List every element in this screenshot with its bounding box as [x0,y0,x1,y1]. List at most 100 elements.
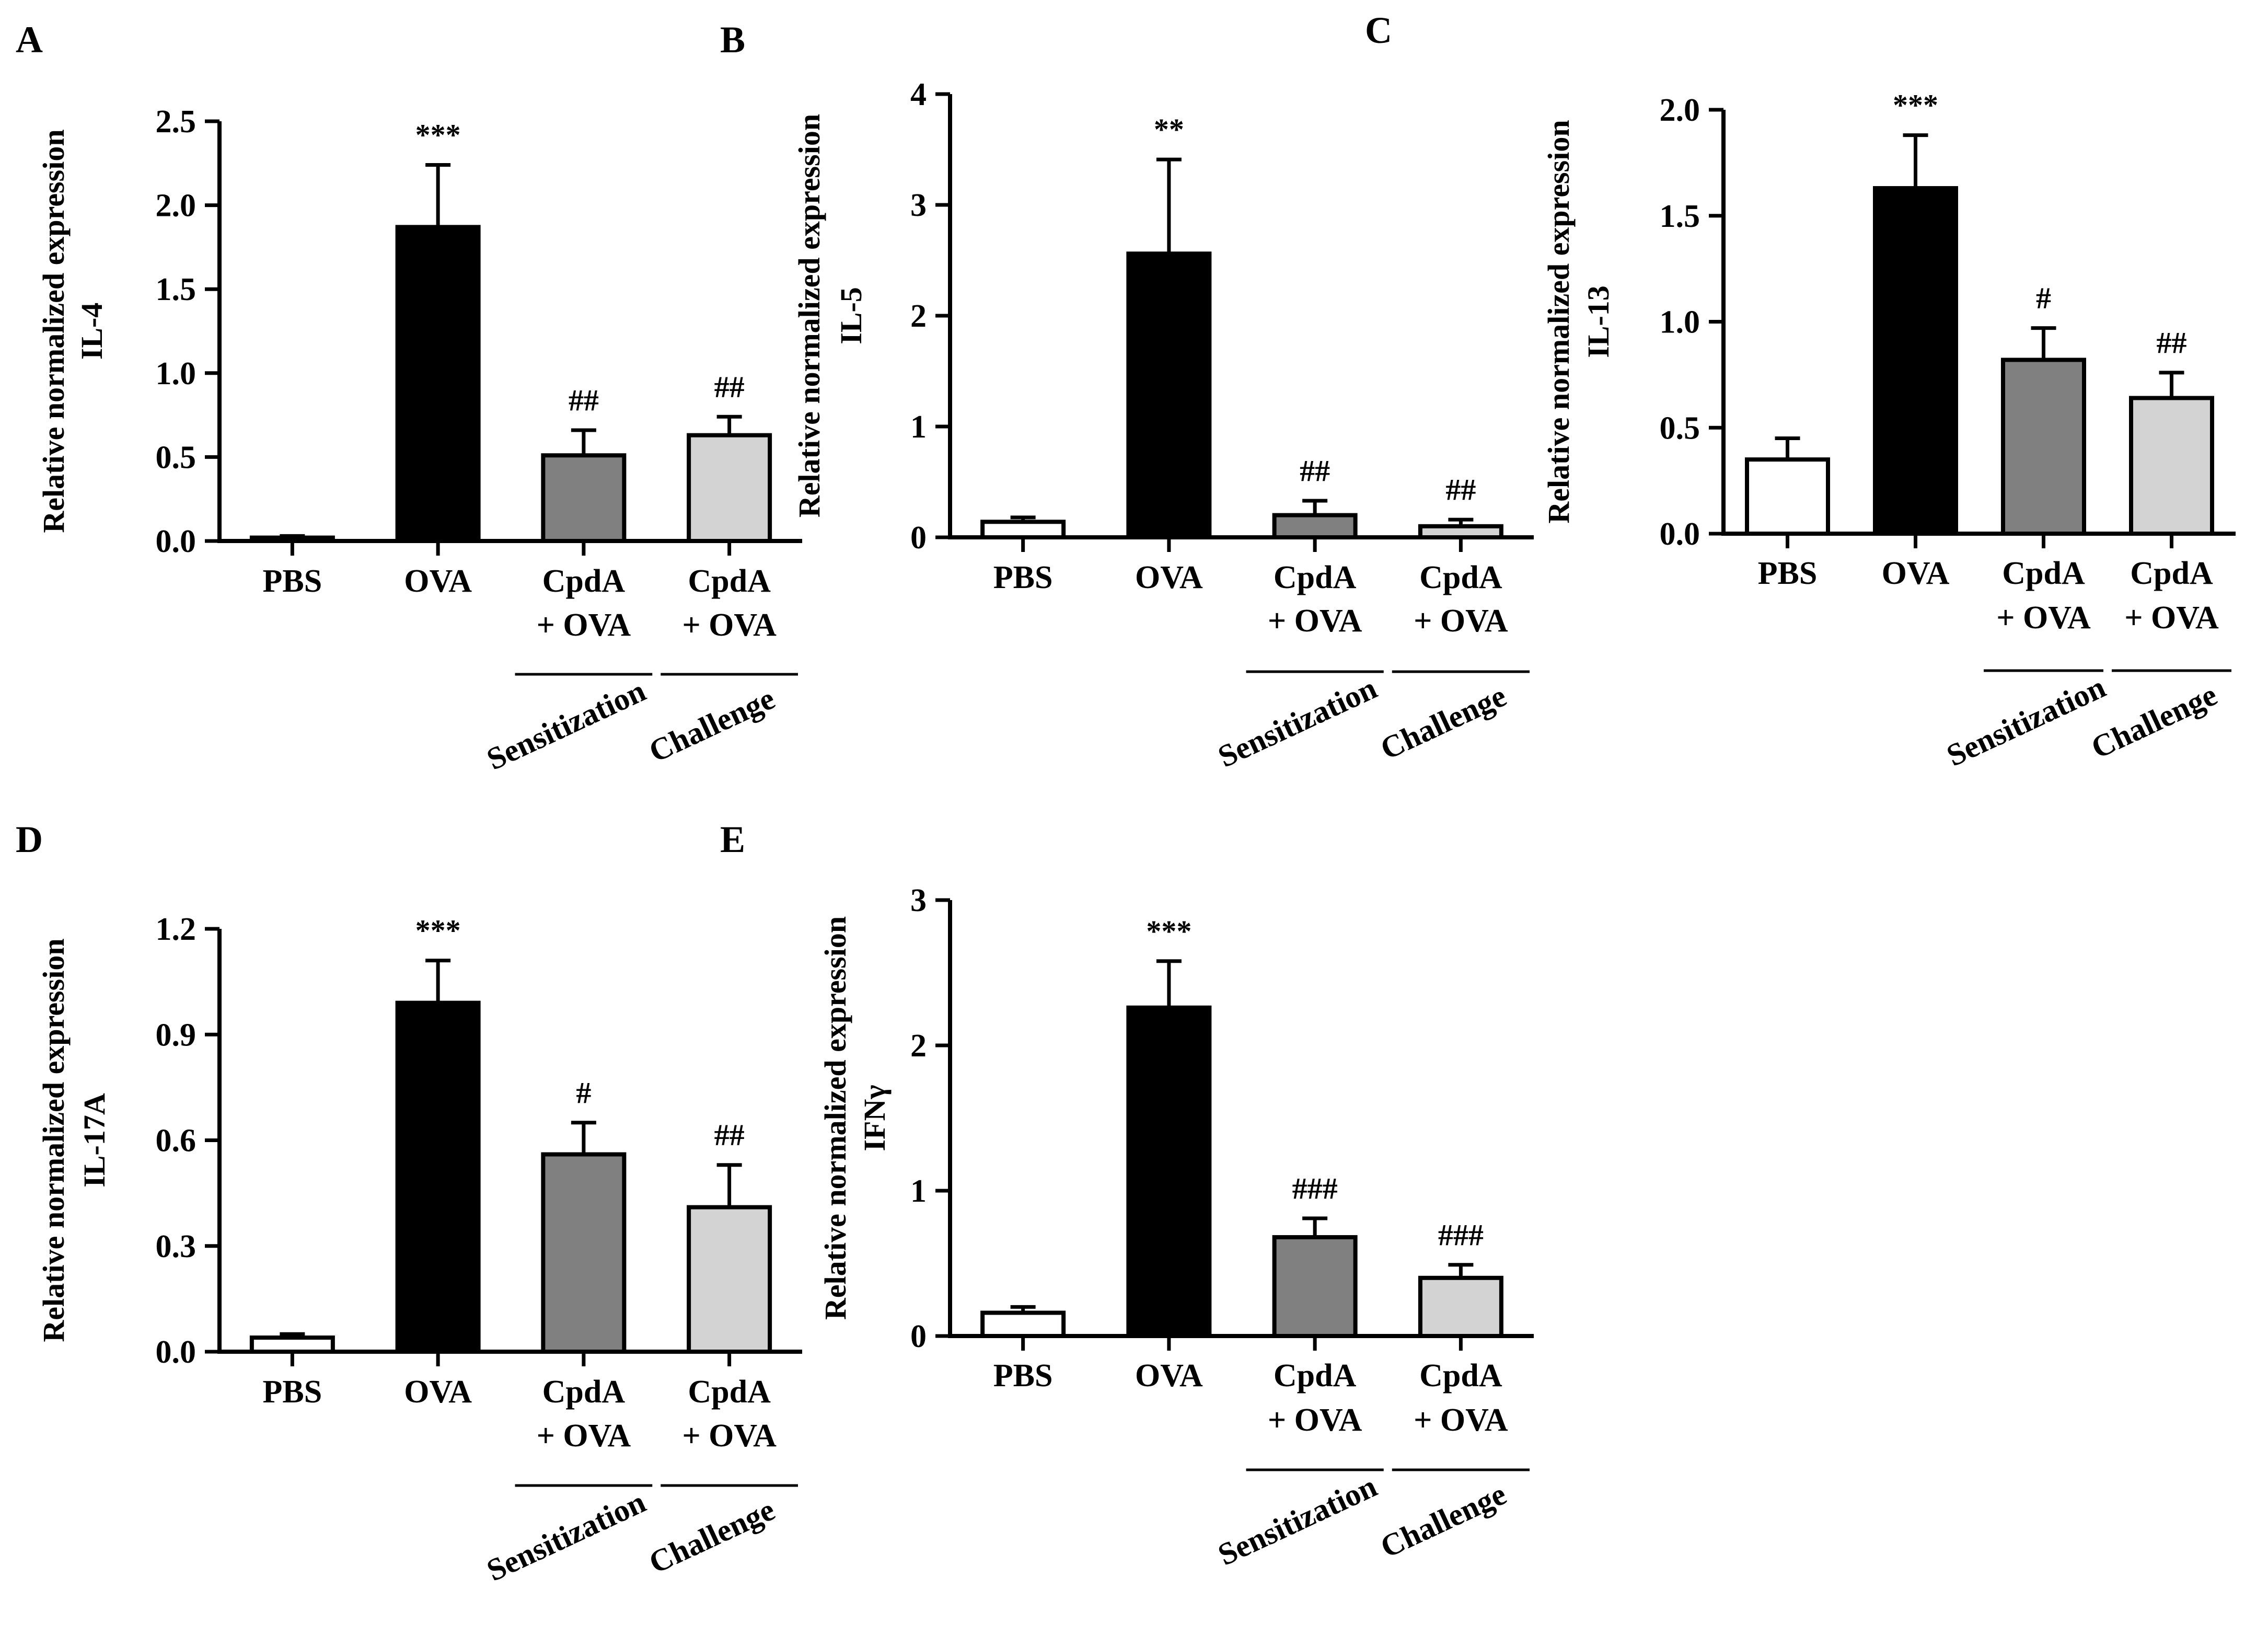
category-label-line2: + OVA [2124,600,2219,636]
y-tick-label: 2 [910,298,927,334]
bar-0 [980,520,1066,540]
group-label-challenge: Challenge [2086,677,2223,765]
group-label-challenge: Challenge [644,681,780,769]
y-tick-label: 0 [910,1319,927,1354]
category-label-line2: + OVA [1996,600,2091,636]
y-axis-gene: IL-17A [77,1093,111,1188]
significance-label: *** [415,118,461,152]
significance-label: ### [1438,1218,1484,1252]
y-axis-title: Relative normalized expression [37,129,71,533]
y-tick-label: 0 [910,520,927,556]
category-label: CpdA [2130,556,2213,591]
bar-1 [1873,186,1958,536]
category-label-line2: + OVA [1414,1402,1508,1438]
category-label: OVA [404,563,472,599]
bar-0 [980,1310,1066,1339]
significance-label: ## [569,383,599,417]
bar-0 [1745,457,1830,536]
category-label-line2: + OVA [537,1418,631,1454]
bar-2 [541,1152,627,1354]
group-label-sensitization: Sensitization [1213,1469,1382,1572]
y-tick-label: 1.5 [1660,199,1700,234]
panel-c: C 0.0 0.5 1.0 1.5 2.0 Relative normalized expr… [1365,9,2236,773]
significance-label: ## [1445,473,1476,506]
group-label-challenge: Challenge [644,1492,780,1580]
category-label-line2: + OVA [682,1418,777,1454]
significance-label: *** [1893,88,1938,122]
y-tick-label: 0.0 [1660,516,1700,552]
category-label: PBS [993,1358,1053,1394]
bar-1 [1126,251,1212,539]
category-label: CpdA [688,1374,771,1410]
bar-2 [1272,1235,1358,1338]
category-label: PBS [263,1374,322,1410]
y-tick-label: 2.0 [1660,93,1700,128]
y-tick-label: 0.6 [156,1123,196,1159]
group-label-sensitization: Sensitization [481,1484,651,1588]
significance-label: # [576,1076,591,1110]
y-axis-title: Relative normalized expression [1542,120,1576,523]
y-tick-label: 0.3 [156,1229,196,1264]
bar-0 [249,1335,335,1354]
category-label: OVA [1135,560,1203,595]
y-tick-label: 2 [910,1028,927,1064]
y-tick-label: 2.0 [156,188,196,224]
y-tick-label: 0.9 [156,1017,196,1053]
category-label: OVA [1882,556,1950,591]
category-label-line2: + OVA [1414,603,1508,639]
category-label-line2: + OVA [537,607,631,643]
panel-letter: A [16,19,43,61]
y-tick-label: 1.0 [156,356,196,392]
y-axis-title: Relative normalized expression [818,916,852,1320]
y-tick-label: 4 [910,77,927,112]
category-label: OVA [1135,1358,1203,1394]
y-tick-label: 2.5 [156,104,196,140]
y-tick-label: 0.5 [1660,410,1700,446]
bar-1 [395,225,481,543]
significance-label: ### [1292,1171,1338,1205]
category-label: PBS [993,560,1053,595]
bar-2 [1272,513,1358,539]
category-label: CpdA [1419,560,1502,595]
significance-label: # [2036,281,2051,315]
bar-1 [395,1000,481,1354]
panel-letter: C [1365,9,1392,51]
category-label: CpdA [542,1374,626,1410]
significance-label: ## [2157,326,2187,360]
panel-letter: D [16,819,43,860]
panel-a: A 0.0 0.5 1.0 1.5 2.0 2.5 Relative normalized e… [16,19,802,777]
panel-b: B 0 1 2 3 4 Relative normalized expression IL-5… [720,19,1534,774]
bar-3 [1418,1275,1503,1339]
category-label: CpdA [2002,556,2085,591]
panel-d: D 0.0 0.3 0.6 0.9 1.2 Relative normalized expr… [16,819,802,1588]
category-label: CpdA [1419,1358,1502,1394]
significance-label: ## [714,370,745,404]
category-label: CpdA [1274,560,1357,595]
bar-2 [541,453,627,543]
y-tick-label: 0.0 [156,1334,196,1370]
significance-label: ## [1300,454,1330,488]
panel-letter: E [720,819,745,860]
y-tick-label: 1 [910,1173,927,1209]
group-label-sensitization: Sensitization [1941,670,2111,773]
category-label-line2: + OVA [682,607,777,643]
bar-3 [687,1205,772,1354]
y-axis-title: Relative normalized expression [37,938,71,1342]
category-label-line2: + OVA [1268,1402,1362,1438]
y-axis-gene: IL-5 [834,287,868,344]
group-label-sensitization: Sensitization [481,673,651,777]
category-label: CpdA [688,563,771,599]
group-label-challenge: Challenge [1375,1477,1512,1564]
significance-label: *** [1146,914,1191,948]
panel-letter: B [720,19,745,61]
significance-label: ** [1154,112,1184,146]
y-axis-title: Relative normalized expression [792,114,826,517]
bar-3 [687,433,772,543]
y-tick-label: 0.0 [156,524,196,559]
group-label-sensitization: Sensitization [1213,671,1382,774]
bar-2 [2001,358,2086,536]
group-label-challenge: Challenge [1375,678,1512,766]
y-tick-label: 1.5 [156,272,196,307]
y-tick-label: 1.2 [156,912,196,947]
